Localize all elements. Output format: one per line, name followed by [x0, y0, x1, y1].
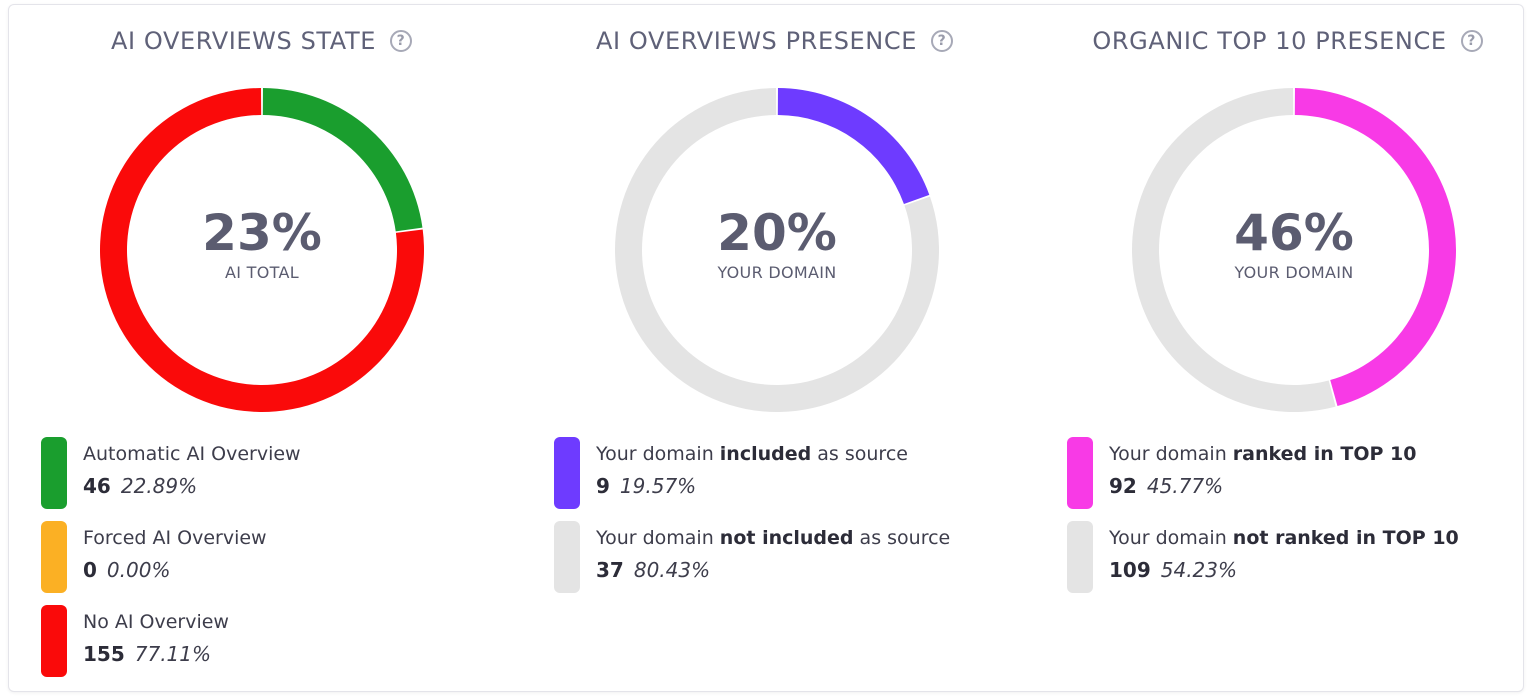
panel-title-row: AI OVERVIEWS PRESENCE ?: [522, 25, 1027, 57]
legend-text: No AI Overview 155 77.11%: [83, 609, 229, 671]
legend-text: Your domain not ranked in TOP 10 109 54.2…: [1109, 525, 1459, 587]
legend-values: 109 54.23%: [1109, 553, 1459, 587]
legend-count: 92: [1109, 474, 1137, 498]
legend-label-bold: not ranked in TOP 10: [1232, 527, 1459, 549]
legend-text: Forced AI Overview 0 0.00%: [83, 525, 267, 587]
legend-label-prefix: Forced AI Overview: [83, 527, 267, 549]
legend-label-bold: not included: [719, 527, 854, 549]
legend-values: 46 22.89%: [83, 469, 301, 503]
legend-count: 9: [596, 474, 610, 498]
help-icon[interactable]: ?: [1460, 30, 1483, 52]
donut-slice-your-domain-ranked-in-top-10[interactable]: [1294, 88, 1456, 407]
center-value: 20%: [717, 204, 837, 262]
legend-label-prefix: Your domain: [596, 443, 720, 465]
legend-label-prefix: Your domain: [596, 527, 720, 549]
donut-slice-your-domain-not-ranked-in-top-10[interactable]: [1132, 88, 1336, 412]
panel-title: ORGANIC TOP 10 PRESENCE: [1092, 27, 1447, 55]
legend-swatch: [1067, 521, 1093, 593]
legend-values: 9 19.57%: [596, 469, 908, 503]
donut-chart: 20% YOUR DOMAIN: [612, 85, 942, 415]
legend-count: 0: [83, 558, 97, 582]
legend-label-prefix: No AI Overview: [83, 611, 229, 633]
organic-top10-presence-panel: ORGANIC TOP 10 PRESENCE ? 46% YOUR DOMAI…: [1035, 5, 1534, 693]
legend-swatch: [41, 437, 67, 509]
legend-label-suffix: as source: [811, 443, 908, 465]
donut-chart: 46% YOUR DOMAIN: [1129, 85, 1459, 415]
legend-label: Your domain not ranked in TOP 10: [1109, 525, 1459, 551]
legend-label-bold: included: [719, 443, 812, 465]
center-label: AI TOTAL: [225, 263, 299, 282]
center-value: 23%: [202, 204, 322, 262]
legend-percent: 0.00%: [106, 558, 171, 582]
legend-count: 46: [83, 474, 111, 498]
panel-title-row: AI OVERVIEWS STATE ?: [9, 25, 514, 57]
overview-card: AI OVERVIEWS STATE ? 23% AI TOTAL Automa…: [8, 4, 1524, 692]
legend-swatch: [554, 521, 580, 593]
legend-swatch: [41, 605, 67, 677]
donut-center: 20% YOUR DOMAIN: [612, 203, 942, 282]
legend-label: Automatic AI Overview: [83, 441, 301, 467]
donut-center: 23% AI TOTAL: [97, 203, 427, 282]
ai-overviews-state-panel: AI OVERVIEWS STATE ? 23% AI TOTAL Automa…: [9, 5, 514, 693]
legend-label-prefix: Your domain: [1109, 527, 1233, 549]
donut-slice-automatic-ai-overview[interactable]: [262, 88, 423, 232]
legend-swatch: [1067, 437, 1093, 509]
ai-overviews-presence-panel: AI OVERVIEWS PRESENCE ? 20% YOUR DOMAIN …: [522, 5, 1027, 693]
legend-percent: 19.57%: [619, 474, 697, 498]
legend-label-bold: ranked in TOP 10: [1232, 443, 1417, 465]
legend-percent: 77.11%: [134, 642, 212, 666]
legend-text: Your domain included as source 9 19.57%: [596, 441, 908, 503]
center-value: 46%: [1234, 204, 1354, 262]
legend-label: Your domain not included as source: [596, 525, 950, 551]
legend-values: 92 45.77%: [1109, 469, 1417, 503]
help-icon[interactable]: ?: [390, 30, 412, 52]
donut-chart: 23% AI TOTAL: [97, 85, 427, 415]
legend-count: 155: [83, 642, 125, 666]
legend-percent: 22.89%: [120, 474, 198, 498]
legend-swatch: [554, 437, 580, 509]
legend-label: No AI Overview: [83, 609, 229, 635]
legend-swatch: [41, 521, 67, 593]
legend-count: 37: [596, 558, 624, 582]
legend-label-prefix: Automatic AI Overview: [83, 443, 301, 465]
legend-values: 0 0.00%: [83, 553, 267, 587]
donut-svg: [615, 88, 939, 412]
help-icon[interactable]: ?: [930, 30, 953, 52]
legend-label: Forced AI Overview: [83, 525, 267, 551]
donut-slice-your-domain-included-as-source[interactable]: [777, 88, 930, 205]
legend-percent: 45.77%: [1146, 474, 1224, 498]
legend-text: Automatic AI Overview 46 22.89%: [83, 441, 301, 503]
legend-text: Your domain not included as source 37 80.…: [596, 525, 950, 587]
center-label: YOUR DOMAIN: [1234, 263, 1354, 282]
legend-label: Your domain included as source: [596, 441, 908, 467]
legend-values: 155 77.11%: [83, 637, 229, 671]
center-label: YOUR DOMAIN: [717, 263, 837, 282]
panel-title: AI OVERVIEWS STATE: [110, 27, 376, 55]
donut-center: 46% YOUR DOMAIN: [1129, 203, 1459, 282]
legend-percent: 54.23%: [1160, 558, 1238, 582]
donut-svg: [1132, 88, 1456, 412]
legend-text: Your domain ranked in TOP 10 92 45.77%: [1109, 441, 1417, 503]
legend-label: Your domain ranked in TOP 10: [1109, 441, 1417, 467]
legend-percent: 80.43%: [633, 558, 711, 582]
legend-count: 109: [1109, 558, 1151, 582]
panel-title: AI OVERVIEWS PRESENCE: [596, 27, 917, 55]
legend-label-prefix: Your domain: [1109, 443, 1233, 465]
donut-svg: [99, 88, 424, 412]
panel-title-row: ORGANIC TOP 10 PRESENCE ?: [1035, 25, 1534, 57]
legend-values: 37 80.43%: [596, 553, 950, 587]
legend-label-suffix: as source: [853, 527, 951, 549]
